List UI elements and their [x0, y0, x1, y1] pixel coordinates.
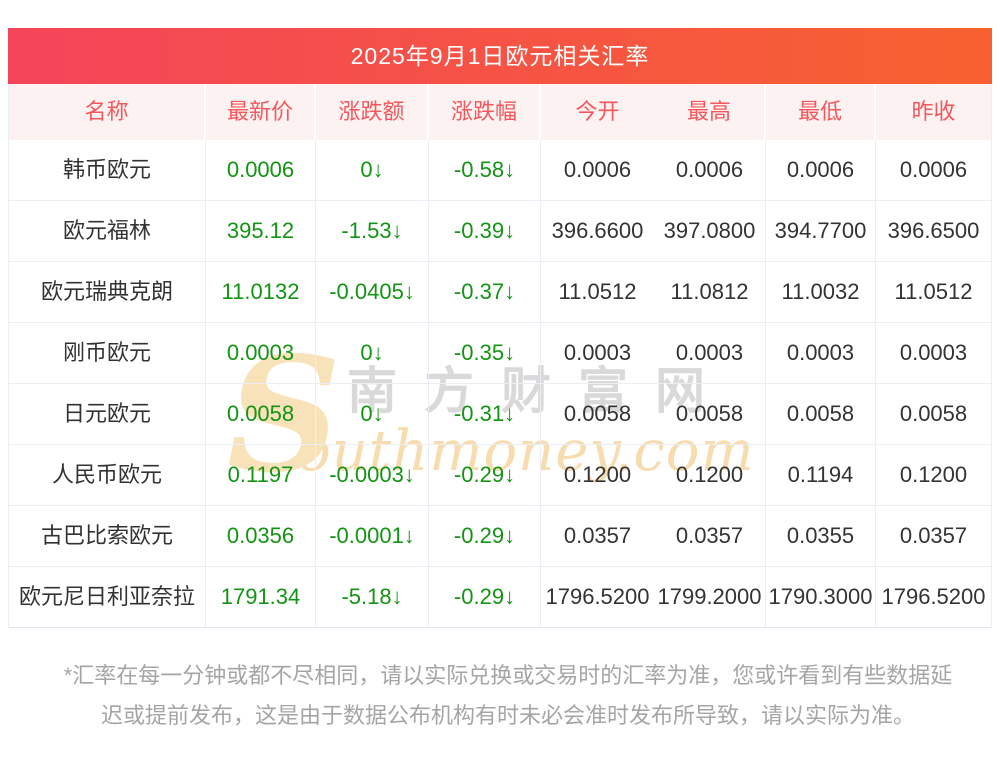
change-amount-cell: -1.53↓: [316, 201, 429, 261]
low-price-cell: 0.0006: [766, 140, 876, 200]
change-amount-cell: 0↓: [316, 140, 429, 200]
header-prev-close: 昨收: [911, 99, 956, 124]
low-price-cell: 11.0032: [766, 262, 876, 322]
prev-close-cell: 1796.5200: [881, 584, 986, 609]
high-price-cell: 0.0357: [654, 506, 766, 566]
change-amount-cell: -0.0405↓: [316, 262, 429, 322]
change-amount-cell: -0.0003↓: [316, 445, 429, 505]
header-high: 最高: [654, 84, 766, 140]
open-price-cell: 0.0006: [563, 157, 632, 182]
table-row: 刚币欧元 0.0003 0↓ -0.35↓ 0.0003 0.0003 0.00…: [9, 323, 991, 384]
pair-name-cell: 欧元尼日利亚奈拉: [9, 567, 206, 627]
low-price-cell: 1790.3000: [766, 567, 876, 627]
pair-name-cell: 古巴比索欧元: [9, 506, 206, 566]
rate-page: 2025年9月1日欧元相关汇率 S 南方财富网 outhmoney.com 名称…: [8, 28, 992, 736]
change-percent-cell: -0.29↓: [429, 506, 541, 566]
pair-name-cell: 日元欧元: [9, 384, 206, 444]
page-title: 2025年9月1日欧元相关汇率: [8, 28, 992, 84]
disclaimer-line-2: 迟或提前发布，这是由于数据公布机构有时未必会准时发布所导致，请以实际为准。: [100, 703, 915, 728]
change-percent-cell: -0.29↓: [429, 445, 541, 505]
disclaimer: *汇率在每一分钟或都不尽相同，请以实际兑换或交易时的汇率为准，您或许看到有些数据…: [8, 656, 1000, 736]
latest-price-cell: 1791.34: [206, 567, 316, 627]
change-percent-cell: -0.58↓: [429, 140, 541, 200]
open-price-cell: 11.0512: [558, 279, 637, 304]
prev-close-cell: 0.0058: [899, 401, 968, 426]
prev-close-cell: 0.1200: [899, 462, 968, 487]
latest-price-cell: 0.0003: [206, 323, 316, 383]
header-name: 名称: [9, 84, 206, 140]
low-price-cell: 0.0003: [766, 323, 876, 383]
pair-name-cell: 韩币欧元: [9, 140, 206, 200]
change-percent-cell: -0.29↓: [429, 567, 541, 627]
low-price-cell: 0.0355: [766, 506, 876, 566]
change-percent-cell: -0.39↓: [429, 201, 541, 261]
pair-name-cell: 刚币欧元: [9, 323, 206, 383]
change-percent-cell: -0.37↓: [429, 262, 541, 322]
latest-price-cell: 395.12: [206, 201, 316, 261]
pair-name-cell: 人民币欧元: [9, 445, 206, 505]
table-header-row: 名称 最新价 涨跌额 涨跌幅 今开 最高 最低 昨收: [9, 84, 991, 140]
pair-name-cell: 欧元瑞典克朗: [9, 262, 206, 322]
open-price-cell: 396.6600: [551, 218, 644, 243]
table-row: 欧元福林 395.12 -1.53↓ -0.39↓ 396.6600 397.0…: [9, 201, 991, 262]
table-row: 人民币欧元 0.1197 -0.0003↓ -0.29↓ 0.1200 0.12…: [9, 445, 991, 506]
header-latest: 最新价: [206, 84, 316, 140]
disclaimer-line-1: *汇率在每一分钟或都不尽相同，请以实际兑换或交易时的汇率为准，您或许看到有些数据…: [63, 663, 953, 688]
table-row: 韩币欧元 0.0006 0↓ -0.58↓ 0.0006 0.0006 0.00…: [9, 140, 991, 201]
open-price-cell: 0.0357: [563, 523, 632, 548]
open-price-cell: 1796.5200: [545, 584, 650, 609]
high-price-cell: 0.0058: [654, 384, 766, 444]
open-price-cell: 0.1200: [563, 462, 632, 487]
header-open: 今开: [575, 99, 620, 124]
prev-close-cell: 0.0357: [899, 523, 968, 548]
table-row: 欧元瑞典克朗 11.0132 -0.0405↓ -0.37↓ 11.0512 1…: [9, 262, 991, 323]
high-price-cell: 11.0812: [654, 262, 766, 322]
header-change-pct: 涨跌幅: [429, 84, 541, 140]
change-amount-cell: -0.0001↓: [316, 506, 429, 566]
header-low: 最低: [766, 84, 876, 140]
latest-price-cell: 11.0132: [206, 262, 316, 322]
latest-price-cell: 0.0356: [206, 506, 316, 566]
low-price-cell: 394.7700: [766, 201, 876, 261]
table-row: 日元欧元 0.0058 0↓ -0.31↓ 0.0058 0.0058 0.00…: [9, 384, 991, 445]
latest-price-cell: 0.0058: [206, 384, 316, 444]
pair-name-cell: 欧元福林: [9, 201, 206, 261]
high-price-cell: 0.0006: [654, 140, 766, 200]
change-amount-cell: 0↓: [316, 323, 429, 383]
open-price-cell: 0.0003: [563, 340, 632, 365]
change-amount-cell: -5.18↓: [316, 567, 429, 627]
latest-price-cell: 0.1197: [206, 445, 316, 505]
low-price-cell: 0.0058: [766, 384, 876, 444]
change-percent-cell: -0.31↓: [429, 384, 541, 444]
prev-close-cell: 0.0006: [899, 157, 968, 182]
open-price-cell: 0.0058: [563, 401, 632, 426]
prev-close-cell: 11.0512: [894, 279, 973, 304]
change-amount-cell: 0↓: [316, 384, 429, 444]
high-price-cell: 0.0003: [654, 323, 766, 383]
prev-close-cell: 396.6500: [887, 218, 980, 243]
change-percent-cell: -0.35↓: [429, 323, 541, 383]
table-row: 古巴比索欧元 0.0356 -0.0001↓ -0.29↓ 0.0357 0.0…: [9, 506, 991, 567]
exchange-rate-table: S 南方财富网 outhmoney.com 名称 最新价 涨跌额 涨跌幅 今开 …: [8, 84, 992, 628]
high-price-cell: 1799.2000: [654, 567, 766, 627]
latest-price-cell: 0.0006: [206, 140, 316, 200]
high-price-cell: 397.0800: [654, 201, 766, 261]
prev-close-cell: 0.0003: [899, 340, 968, 365]
header-change: 涨跌额: [316, 84, 429, 140]
low-price-cell: 0.1194: [766, 445, 876, 505]
high-price-cell: 0.1200: [654, 445, 766, 505]
table-body: 韩币欧元 0.0006 0↓ -0.58↓ 0.0006 0.0006 0.00…: [9, 140, 991, 628]
table-row: 欧元尼日利亚奈拉 1791.34 -5.18↓ -0.29↓ 1796.5200…: [9, 567, 991, 628]
